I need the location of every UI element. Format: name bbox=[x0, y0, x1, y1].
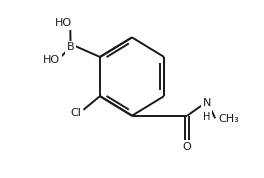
Text: Cl: Cl bbox=[70, 108, 81, 118]
Text: HO: HO bbox=[43, 55, 60, 65]
Text: N: N bbox=[202, 98, 211, 108]
Text: O: O bbox=[183, 142, 192, 152]
Text: HO: HO bbox=[55, 18, 72, 28]
Text: H: H bbox=[203, 112, 210, 122]
Text: CH₃: CH₃ bbox=[218, 114, 239, 124]
Text: B: B bbox=[67, 42, 74, 52]
